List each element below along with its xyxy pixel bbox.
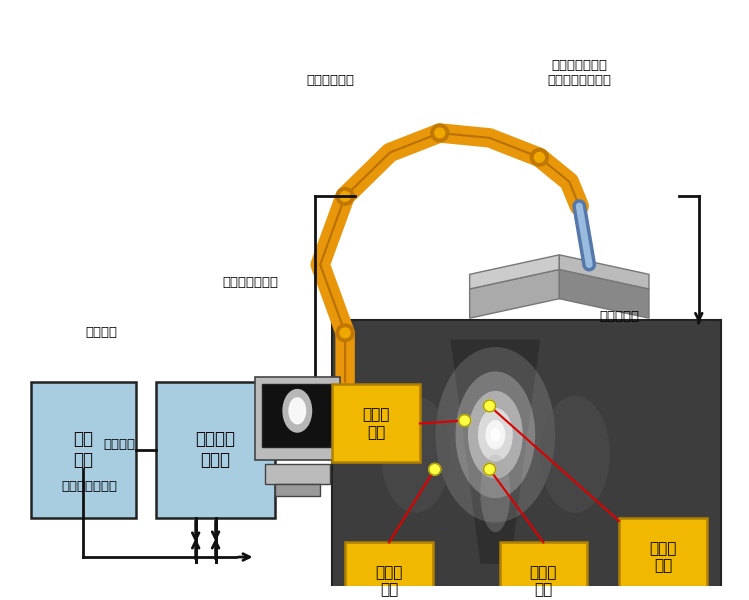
Polygon shape xyxy=(560,269,649,318)
Bar xyxy=(31,382,136,518)
Text: ロボット
制御盤: ロボット 制御盤 xyxy=(195,430,236,469)
Ellipse shape xyxy=(282,389,312,433)
Circle shape xyxy=(340,191,350,201)
Text: 溶融池
右端: 溶融池 右端 xyxy=(530,565,557,598)
Polygon shape xyxy=(450,340,540,564)
Bar xyxy=(276,484,321,496)
Text: 溶融池用センサ
（工業用カメラ）: 溶融池用センサ （工業用カメラ） xyxy=(548,59,611,87)
Text: 溶接電流／電圧: 溶接電流／電圧 xyxy=(61,481,117,493)
Ellipse shape xyxy=(288,397,306,424)
Text: 溶接ロボット: 溶接ロボット xyxy=(306,74,354,87)
Bar xyxy=(265,464,330,484)
Ellipse shape xyxy=(380,396,450,513)
Ellipse shape xyxy=(491,428,500,442)
Text: アーク
中心: アーク 中心 xyxy=(363,407,389,440)
Bar xyxy=(500,542,587,600)
Ellipse shape xyxy=(478,408,513,461)
Polygon shape xyxy=(470,255,560,289)
Text: 溶融池
左端: 溶融池 左端 xyxy=(375,565,403,598)
Ellipse shape xyxy=(540,396,610,513)
Bar xyxy=(332,385,420,463)
Circle shape xyxy=(340,328,350,338)
Ellipse shape xyxy=(436,347,555,523)
Circle shape xyxy=(530,149,548,166)
Bar xyxy=(156,382,276,518)
Bar xyxy=(255,377,340,460)
Ellipse shape xyxy=(485,420,506,449)
Text: ワイヤ
先端: ワイヤ 先端 xyxy=(649,541,676,573)
Text: 各種情報: 各種情報 xyxy=(85,326,117,340)
Circle shape xyxy=(431,124,449,142)
Circle shape xyxy=(484,463,496,475)
Circle shape xyxy=(534,152,545,162)
Polygon shape xyxy=(560,255,649,289)
Bar xyxy=(332,320,721,593)
Circle shape xyxy=(434,128,445,138)
Bar xyxy=(619,518,707,596)
Bar xyxy=(262,383,333,447)
Ellipse shape xyxy=(468,391,523,479)
Text: 溶融池画像: 溶融池画像 xyxy=(599,310,639,323)
Text: 溶接
電源: 溶接 電源 xyxy=(73,430,94,469)
Polygon shape xyxy=(470,269,560,318)
Circle shape xyxy=(336,324,354,341)
Circle shape xyxy=(484,400,496,412)
Ellipse shape xyxy=(480,454,510,532)
Bar xyxy=(345,542,433,600)
Text: 各種情報: 各種情報 xyxy=(103,439,135,451)
Circle shape xyxy=(336,188,354,205)
Ellipse shape xyxy=(455,371,536,498)
Circle shape xyxy=(428,463,440,475)
Text: 指令・補正情報: 指令・補正情報 xyxy=(222,276,279,289)
Circle shape xyxy=(458,415,470,427)
